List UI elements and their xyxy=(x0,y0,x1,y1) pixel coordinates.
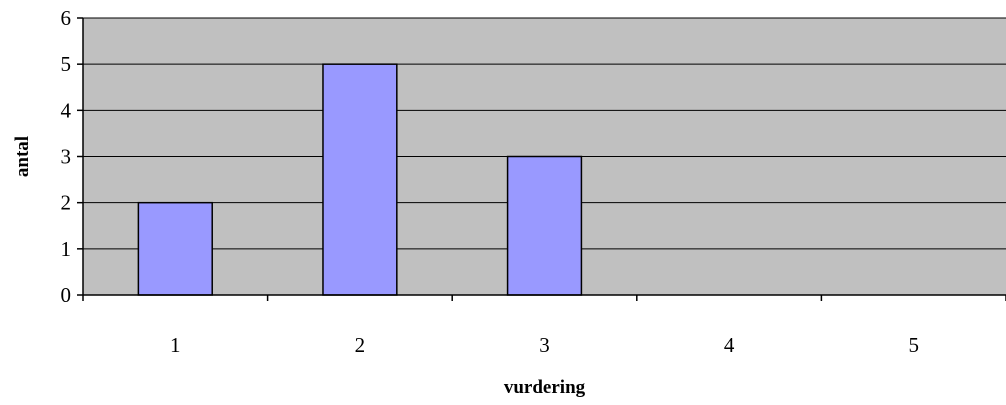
y-tick-label: 6 xyxy=(61,6,72,30)
y-tick-label: 2 xyxy=(61,191,72,215)
y-tick-label: 0 xyxy=(61,283,72,307)
x-tick-label: 3 xyxy=(539,333,550,357)
bar-3 xyxy=(506,155,583,296)
x-tick-label: 4 xyxy=(724,333,735,357)
y-tick-label: 4 xyxy=(61,98,72,122)
y-tick-label: 3 xyxy=(61,145,72,169)
bar-2 xyxy=(322,63,398,296)
y-tick-label: 5 xyxy=(61,52,72,76)
axes xyxy=(77,17,1006,301)
y-axis-title: antal xyxy=(12,136,33,177)
x-tick-label: 1 xyxy=(170,333,181,357)
x-tick-labels: 1 2 3 4 5 xyxy=(170,333,919,357)
y-tick-label: 1 xyxy=(61,237,72,261)
x-tick-label: 2 xyxy=(355,333,366,357)
x-tick-label: 5 xyxy=(908,333,919,357)
bars xyxy=(137,63,583,296)
y-tick-labels: 0 1 2 3 4 5 6 xyxy=(61,6,72,307)
x-axis-title: vurdering xyxy=(504,377,586,398)
bar-1 xyxy=(137,201,213,296)
